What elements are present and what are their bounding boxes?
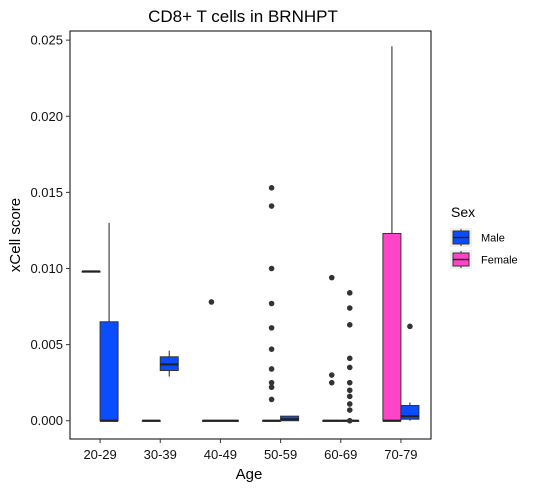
outlier-point [346, 393, 353, 400]
x-tick-label: 30-39 [144, 447, 177, 462]
box-body [382, 232, 402, 422]
outlier-point [346, 417, 353, 424]
outlier-point [328, 379, 335, 386]
box-body [99, 321, 119, 422]
outlier-point [328, 274, 335, 281]
outlier-point [346, 305, 353, 311]
y-tick-label: 0.010 [30, 261, 63, 276]
outlier-point [346, 290, 353, 296]
outlier-point [268, 396, 275, 403]
x-tick-label: 20-29 [83, 447, 116, 462]
box-female-50-59 [262, 185, 282, 422]
box-male-20-29 [99, 222, 119, 422]
outlier-point [328, 372, 335, 378]
outlier-point [268, 325, 275, 331]
outlier-point [346, 355, 353, 362]
y-axis-title: xCell score [7, 198, 24, 272]
outlier-point [346, 401, 353, 407]
outlier-point [268, 346, 275, 352]
y-tick-label: 0.025 [30, 33, 63, 48]
outlier-point [268, 366, 275, 372]
box-male-40-49 [219, 419, 239, 422]
legend-label: Female [481, 255, 518, 267]
box-female-60-69 [322, 274, 342, 422]
legend-key-male [450, 228, 472, 247]
y-axis: 0.000 0.005 0.010 0.015 0.020 0.025 [30, 33, 70, 428]
legend: Sex Male Female [450, 204, 518, 269]
outlier-point [268, 185, 275, 191]
box-male-60-69 [340, 290, 360, 424]
outlier-point [268, 265, 275, 272]
x-tick-label: 60-69 [324, 447, 357, 462]
x-tick-label: 70-79 [384, 447, 417, 462]
outlier-point [268, 300, 275, 307]
box-male-30-39 [159, 350, 179, 377]
outlier-point [346, 322, 353, 328]
outlier-point [346, 379, 353, 386]
box-female-30-39 [141, 419, 161, 422]
outlier-point [407, 323, 413, 330]
outlier-point [208, 299, 215, 305]
outlier-point [346, 364, 353, 371]
legend-key-female [450, 250, 472, 269]
legend-title: Sex [451, 204, 475, 220]
y-tick-label: 0.005 [30, 337, 63, 352]
box-female-20-29 [81, 270, 101, 273]
y-tick-label: 0.015 [30, 185, 63, 200]
chart-title: CD8+ T cells in BRNHPT [148, 7, 338, 26]
y-tick-label: 0.020 [30, 109, 63, 124]
y-tick-label: 0.000 [30, 413, 63, 428]
plot-panel [69, 30, 432, 440]
box-male-50-59 [280, 415, 300, 422]
outlier-point [346, 407, 353, 413]
x-axis: 20-29 30-39 40-49 50-59 60-69 70-79 [83, 439, 418, 462]
outlier-point [268, 379, 275, 386]
box-male-70-79 [400, 323, 420, 421]
box-female-70-79 [382, 46, 402, 422]
outlier-point [346, 387, 353, 394]
x-tick-label: 50-59 [264, 447, 297, 462]
outlier-point [268, 203, 275, 209]
boxes [81, 46, 420, 424]
outlier-point [268, 384, 275, 391]
x-tick-label: 40-49 [204, 447, 237, 462]
legend-label: Male [481, 233, 505, 245]
x-axis-title: Age [236, 466, 263, 483]
